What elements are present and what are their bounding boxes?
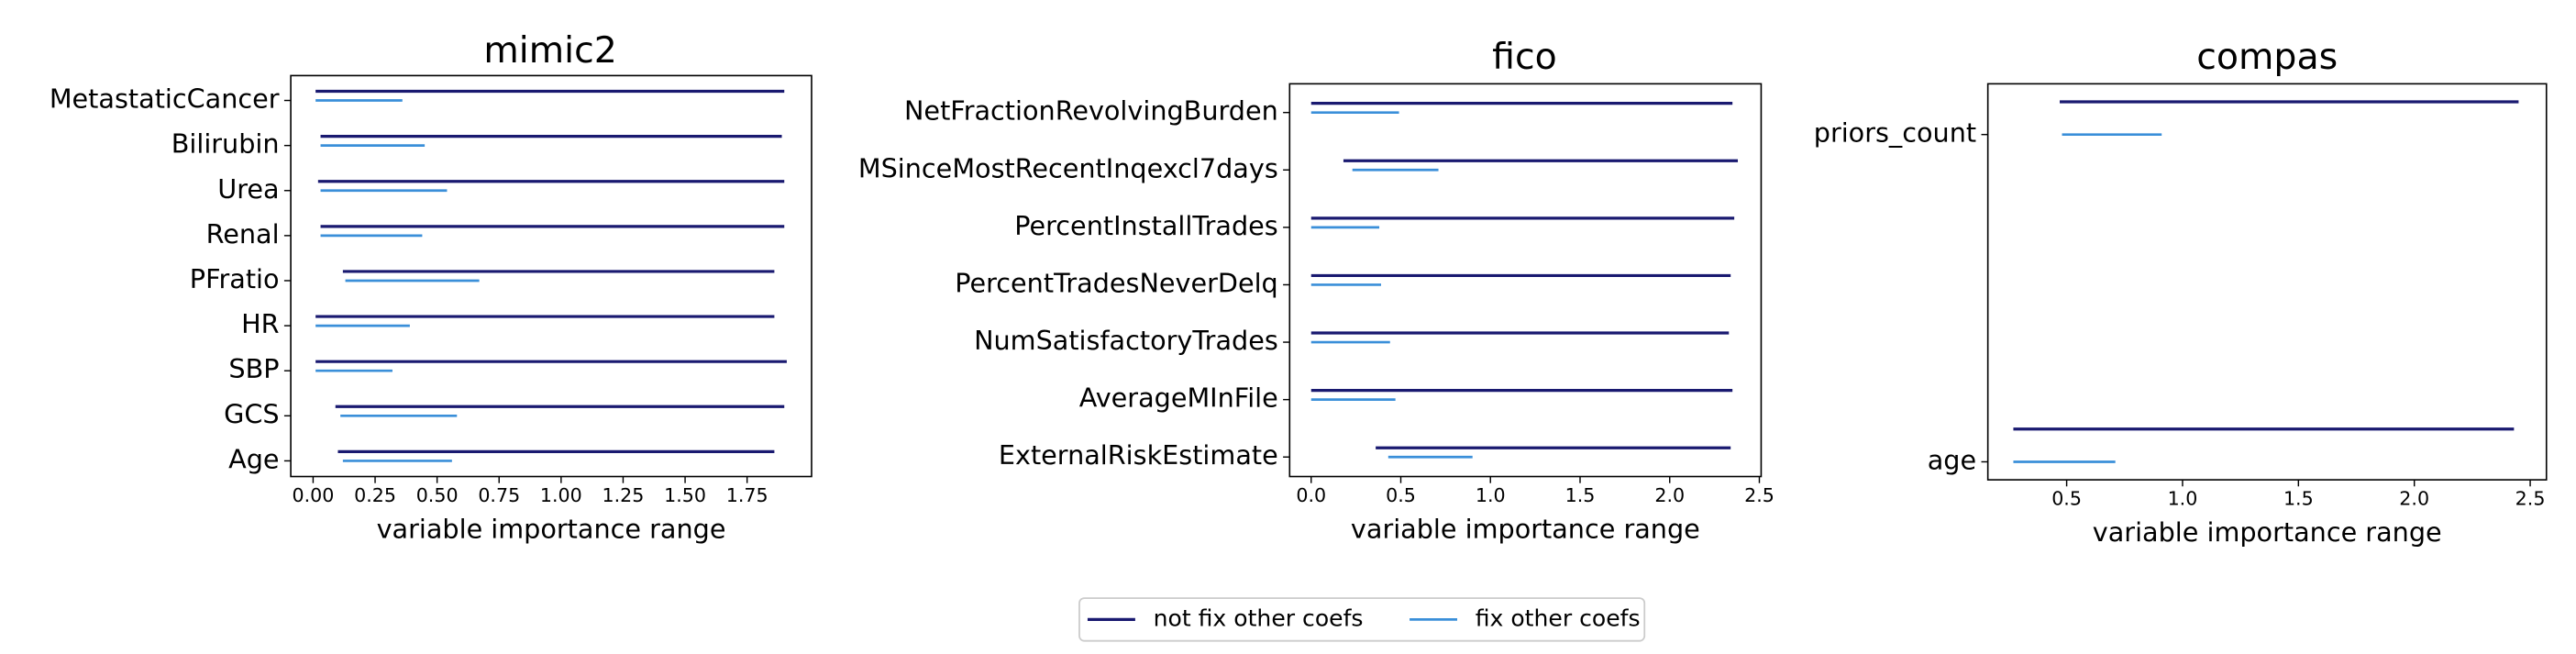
x-tick-label: 0.25 xyxy=(354,484,396,506)
x-tick-label: 0.0 xyxy=(1296,484,1326,506)
x-tick-label: 0.5 xyxy=(1386,484,1416,506)
legend-box xyxy=(1078,597,1646,642)
y-tick-label: priors_count xyxy=(1814,117,1976,149)
x-tick-label: 0.5 xyxy=(2051,488,2082,510)
x-tick-label: 1.5 xyxy=(1565,484,1596,506)
legend-label: fix other coefs xyxy=(1476,604,1641,631)
x-axis-label: variable importance range xyxy=(377,514,726,545)
y-tick-label: NumSatisfactoryTrades xyxy=(974,325,1278,356)
y-tick-label: Age xyxy=(228,443,279,474)
x-tick-label: 0.00 xyxy=(292,484,334,506)
chart-title: compas xyxy=(2196,36,2338,78)
plot-frame xyxy=(290,74,813,478)
x-axis-label: variable importance range xyxy=(2093,516,2442,548)
y-tick-label: PercentInstallTrades xyxy=(1014,210,1277,241)
y-tick-label: Bilirubin xyxy=(171,128,280,160)
y-tick-label: SBP xyxy=(228,353,279,384)
y-tick-label: PFratio xyxy=(190,263,280,294)
plot-frame xyxy=(1288,83,1763,478)
x-tick-label: 0.50 xyxy=(416,484,459,506)
y-tick-label: MetastaticCancer xyxy=(50,83,280,115)
x-tick-label: 2.0 xyxy=(1654,484,1685,506)
x-tick-label: 1.5 xyxy=(2283,488,2314,510)
x-tick-label: 1.00 xyxy=(540,484,582,506)
y-tick-label: HR xyxy=(241,308,280,339)
y-tick-label: PercentTradesNeverDelq xyxy=(955,267,1277,298)
x-axis-label: variable importance range xyxy=(1351,514,1700,545)
x-tick-label: 0.75 xyxy=(478,484,520,506)
y-tick-label: Urea xyxy=(217,173,279,205)
x-tick-label: 1.50 xyxy=(664,484,706,506)
y-tick-label: Renal xyxy=(206,218,280,249)
y-tick-label: GCS xyxy=(224,398,279,429)
x-tick-label: 2.5 xyxy=(1744,484,1774,506)
plot-frame xyxy=(1986,83,2548,481)
x-tick-label: 1.25 xyxy=(603,484,645,506)
x-tick-label: 2.5 xyxy=(2515,488,2546,510)
y-tick-label: AverageMInFile xyxy=(1079,382,1278,414)
y-tick-label: ExternalRiskEstimate xyxy=(999,439,1278,471)
legend-label: not fix other coefs xyxy=(1154,604,1364,631)
x-tick-label: 2.0 xyxy=(2399,488,2429,510)
x-tick-label: 1.75 xyxy=(726,484,768,506)
y-tick-label: NetFractionRevolvingBurden xyxy=(904,95,1278,127)
y-tick-label: MSinceMostRecentInqexcl7days xyxy=(858,152,1278,183)
x-tick-label: 1.0 xyxy=(2168,488,2198,510)
chart-title: mimic2 xyxy=(483,29,616,72)
x-tick-label: 1.0 xyxy=(1476,484,1506,506)
y-tick-label: age xyxy=(1928,444,1976,475)
chart-title: fico xyxy=(1492,36,1557,78)
